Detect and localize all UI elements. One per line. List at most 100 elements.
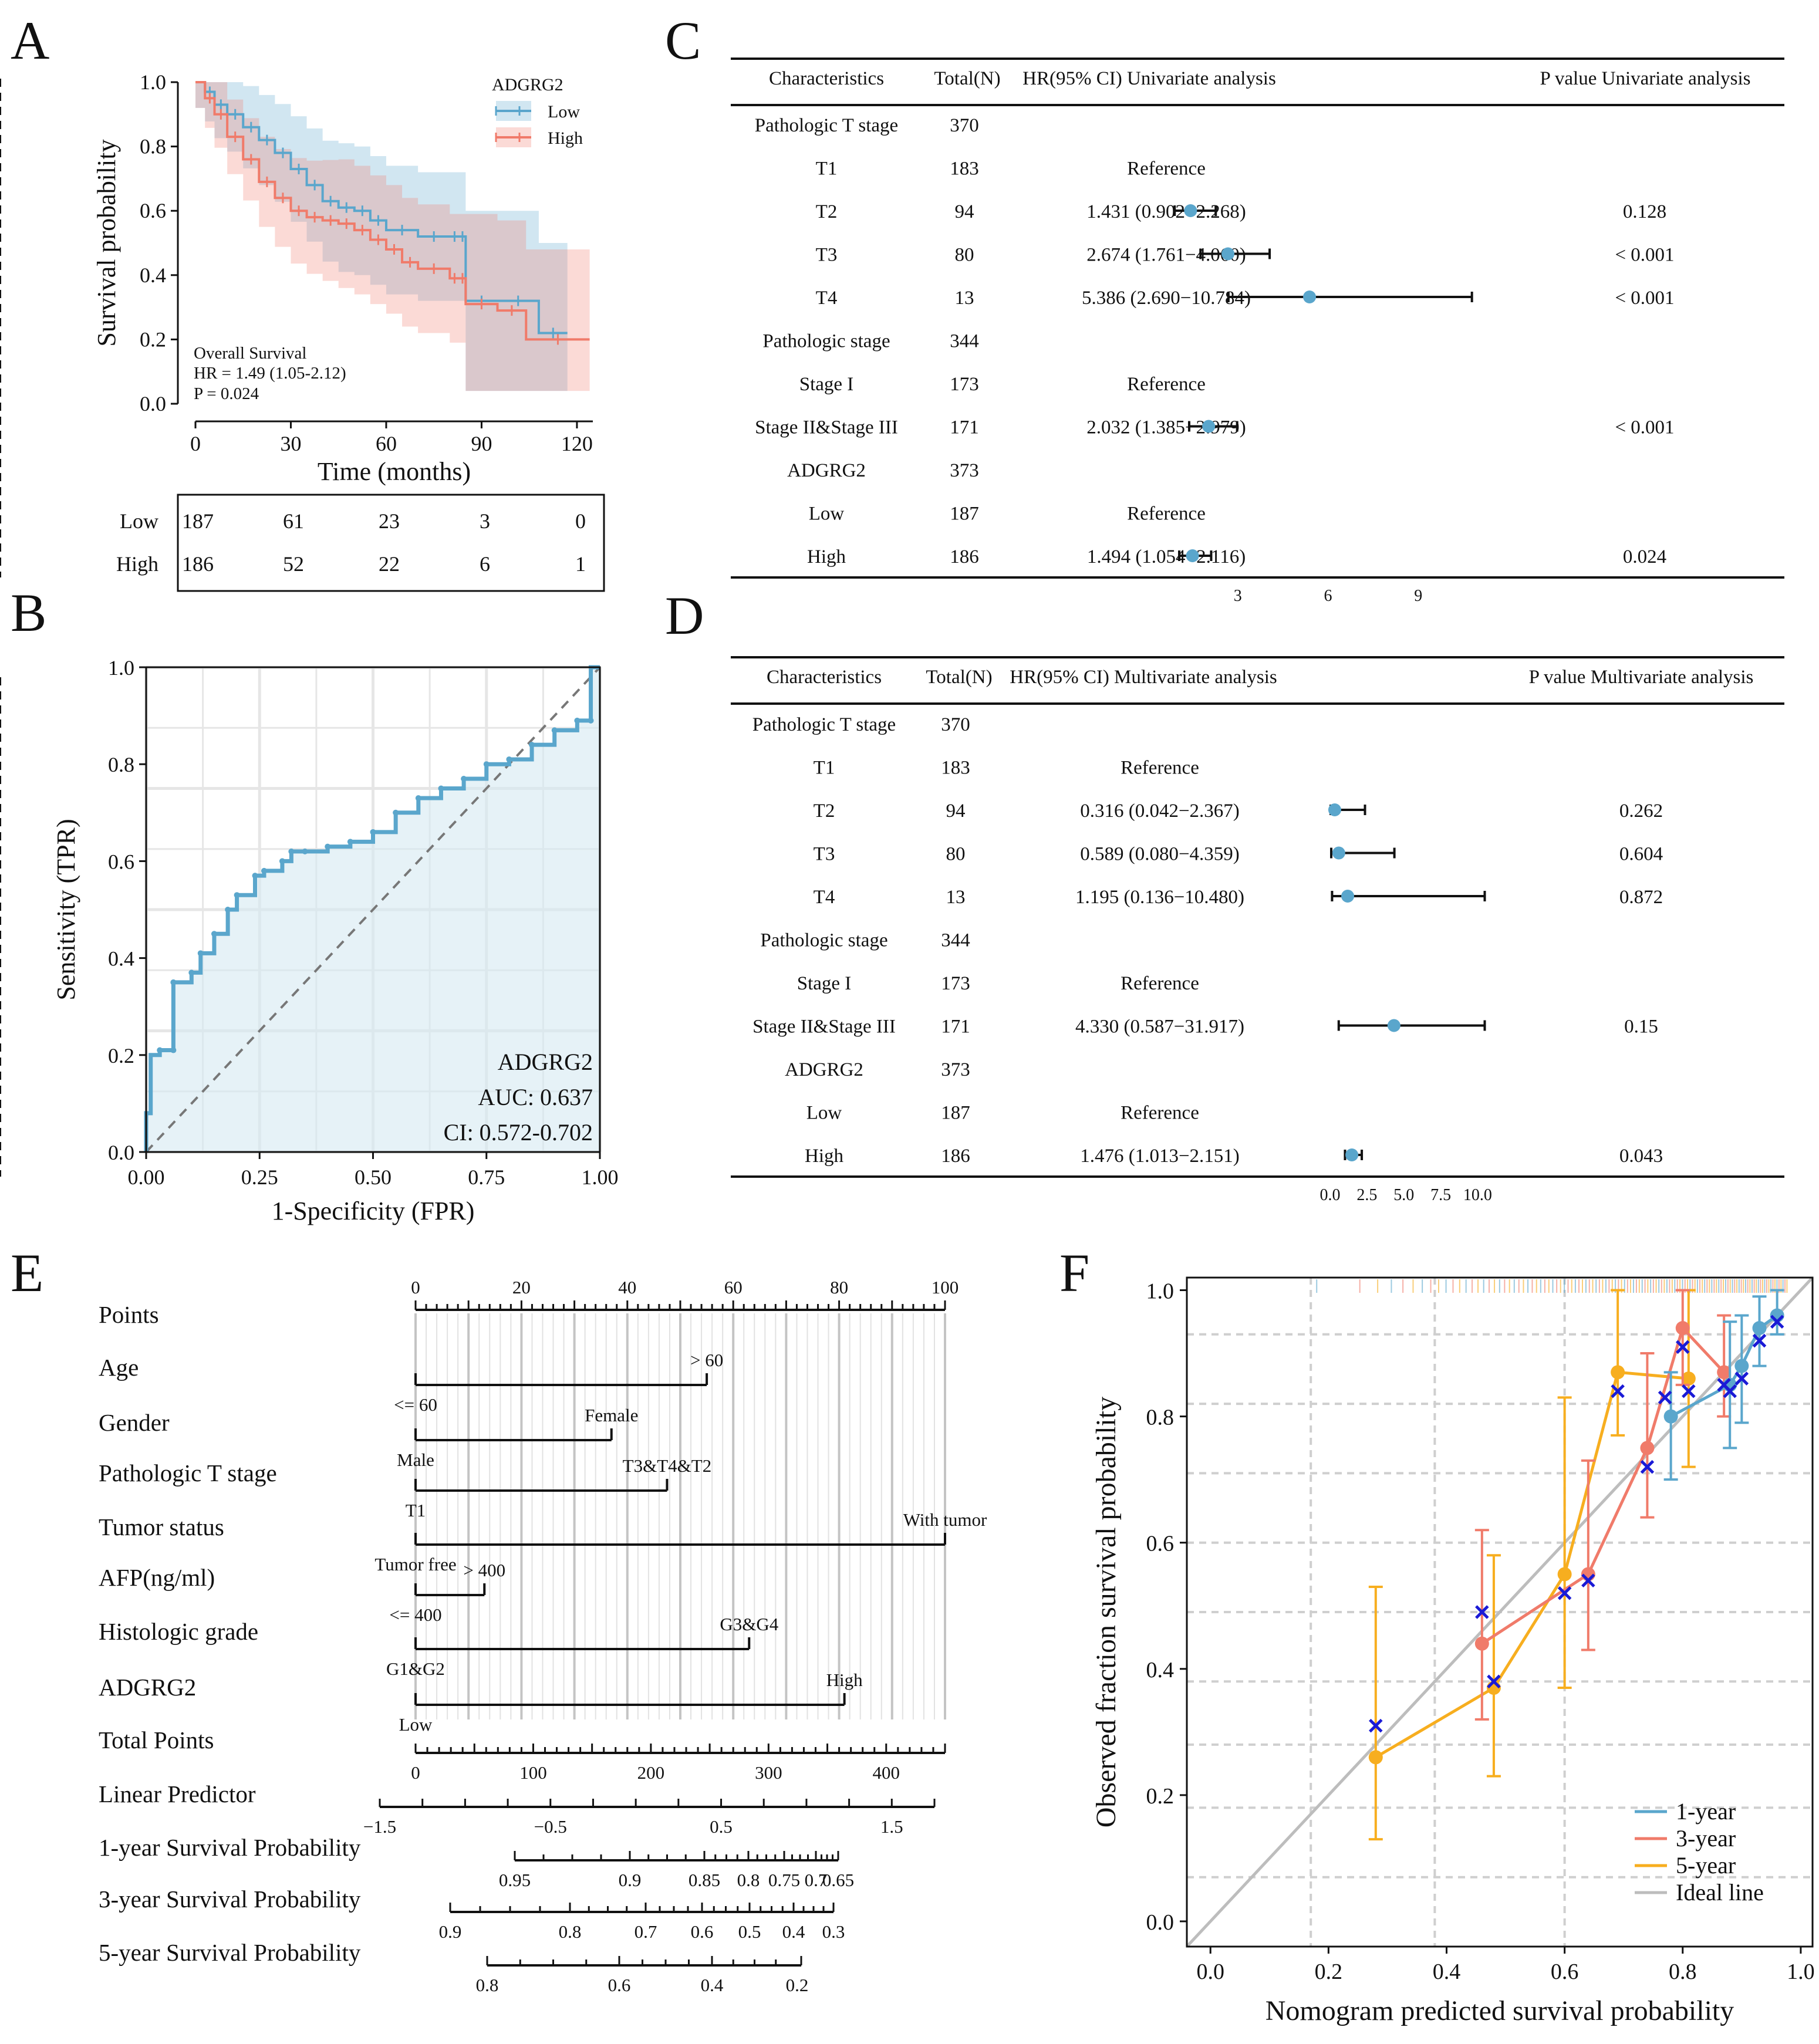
nomo-var-high-label: Female [585,1405,638,1425]
nomo-total-tick-label: 400 [873,1762,900,1783]
forest-row-p: 0.043 [1619,1146,1663,1167]
roc-y-tick-label: 0.8 [108,753,134,776]
calib-legend-label: Ideal line [1676,1879,1764,1906]
panel-a-km-plot: Overall Survival HR = 1.49 (1.05-2.12) P… [92,70,605,592]
forest-estimate-point [1328,803,1341,816]
nomo-row-label: Points [99,1301,159,1328]
roc-y-tick-label: 0.0 [108,1141,134,1164]
forest-row-n: 344 [950,331,979,352]
km-legend-high-label: High [548,129,583,148]
km-ci-band-high [195,82,590,391]
roc-point [279,858,285,864]
nomo-lp-tick-label: −0.5 [534,1816,567,1837]
km-risk-low-90: 3 [480,509,490,533]
calib-x-marker [1369,1718,1383,1733]
calib-x-marker [1581,1573,1595,1587]
nomo-row-label: Gender [99,1409,170,1436]
roc-x-tick-label: 0.25 [241,1165,278,1189]
forest-row-p: < 0.001 [1615,245,1674,266]
km-legend-high-tick [495,133,521,142]
calib-x-marker [1752,1333,1767,1348]
forest-header-1: Total(N) [934,68,1000,89]
forest-row-hr: 4.330 (0.587−31.917) [1075,1016,1244,1038]
nomo-surv-tick-label: 0.3 [822,1921,845,1942]
nomo-surv-tick-label: 0.95 [499,1870,531,1890]
nomo-surv-tick-label: 0.4 [701,1975,724,1995]
roc-point [302,848,308,854]
roc-point [438,785,444,792]
km-y-axis-title: Survival probability [92,139,121,346]
km-risk-high-90: 6 [480,552,490,576]
forest-row-label: Stage I [797,973,852,994]
forest-row-label: T3 [816,245,838,266]
roc-reference-diagonal [145,666,601,1153]
nomo-row-label: Histologic grade [99,1618,258,1645]
calib-y-tick-label: 0.6 [1146,1532,1175,1556]
km-risk-label-high: High [116,552,158,576]
forest-row-n: 186 [950,546,979,567]
panel-b-roc-plot: 0.0 0.2 0.4 0.6 0.8 1.0 0.00 0.25 0.50 0.75 1.00 1-… [52,656,619,1225]
forest-axis-tick-label: 10.0 [1463,1186,1492,1204]
panel-label-a: A [11,11,49,70]
km-legend-low-fill [496,101,531,121]
nomo-row-label: ADGRG2 [99,1674,196,1701]
forest-row-label: ADGRG2 [785,1059,863,1080]
forest-row-hr: Reference [1121,1103,1199,1124]
roc-point [170,979,177,985]
nomo-surv-tick-label: 0.8 [559,1921,582,1942]
nomo-surv-tick-label: 0.4 [782,1921,805,1942]
calib-point [1557,1567,1572,1582]
forest-row-p: 0.15 [1624,1016,1658,1038]
forest-row-n: 187 [941,1103,970,1124]
km-ci-band-low [195,82,568,391]
nomo-surv-tick-label: 0.8 [476,1975,499,1995]
forest-row-label: High [805,1146,844,1167]
nomo-surv-tick-label: 0.5 [738,1921,761,1942]
forest-row-hr: Reference [1121,758,1199,779]
roc-annot-marker: ADGRG2 [498,1049,593,1075]
nomo-row-label: AFP(ng/ml) [99,1564,215,1591]
forest-row-hr: 0.589 (0.080−4.359) [1080,844,1240,865]
nomo-row-label: Total Points [99,1727,214,1754]
roc-y-tick-label: 0.2 [108,1044,134,1067]
km-legend-low-tick [495,106,521,116]
panel-e-nomogram: Points Age Gender Pathologic T stage Tumor s… [99,1277,987,1995]
forest-row-n: 173 [941,973,970,994]
nomo-var-low-label: Low [399,1714,433,1735]
km-risk-high-60: 22 [379,552,400,576]
km-risk-high-120: 1 [575,552,586,576]
roc-point [529,742,535,748]
nomo-var-low-label: Tumor free [374,1554,456,1575]
panel-c-univariate-forest: Characteristics Total(N) HR(95% CI) Univar… [0,58,1784,605]
roc-point [461,775,467,782]
forest-row-label: Pathologic T stage [752,714,896,735]
forest-row-hr: 1.195 (0.136−10.480) [1075,887,1244,908]
forest-row-label: Pathologic stage [762,331,890,352]
calib-point [1675,1321,1690,1336]
roc-annot-ci: CI: 0.572-0.702 [444,1119,593,1146]
roc-x-tick-label: 1.00 [582,1165,619,1189]
calib-x-marker [1475,1605,1489,1619]
forest-row-hr: Reference [1127,504,1206,525]
roc-point [415,795,421,802]
forest-axis-tick-label: 3 [1234,587,1242,605]
forest-row-n: 344 [941,930,970,951]
km-legend-low-label: Low [548,102,580,121]
forest-axis-tick-label: 9 [1414,587,1422,605]
nomo-surv-tick-label: 0.8 [737,1870,760,1890]
forest-row-n: 171 [950,417,979,438]
panel-label-e: E [11,1243,43,1303]
nomo-var-high-label: G3&G4 [720,1614,778,1634]
roc-point [197,950,204,957]
forest-row-p: 0.262 [1619,800,1663,822]
nomo-total-tick-label: 0 [411,1762,420,1783]
forest-estimate-point [1221,247,1235,261]
km-x-tick-label: 90 [471,432,492,455]
forest-row-label: Pathologic stage [760,930,887,951]
forest-row-label: T4 [814,887,835,908]
panel-label-f: F [1059,1243,1089,1303]
roc-point [252,873,258,879]
forest-row-label: High [807,546,846,567]
km-risk-low-60: 23 [379,509,400,533]
calib-x-axis-title: Nomogram predicted survival probability [1265,1995,1734,2026]
